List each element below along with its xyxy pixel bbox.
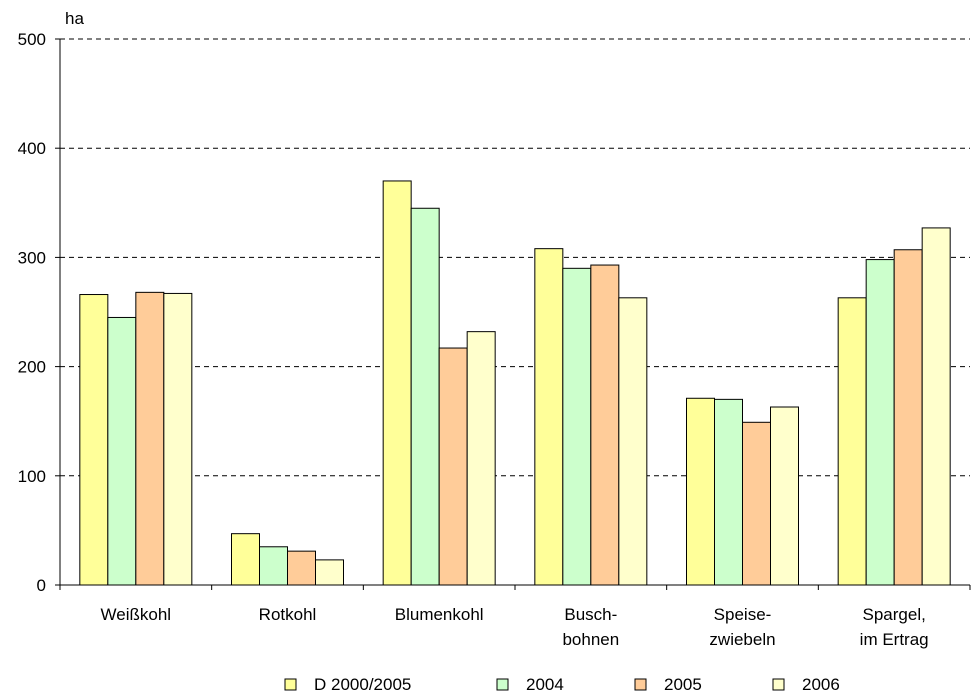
bar [921,227,951,586]
bar [438,347,468,586]
y-tick-label: 200 [18,358,46,377]
bars [79,180,951,586]
axes [59,39,971,590]
bar [231,533,260,586]
legend-label: 2006 [802,675,840,694]
x-category-label: Spargel, [863,605,926,624]
legend-label: D 2000/2005 [314,675,411,694]
bar [135,291,165,586]
bar [837,297,867,586]
bar [163,292,193,586]
bar [410,207,440,586]
y-tick-label: 300 [18,248,46,267]
x-category-label: zwiebeln [709,630,775,649]
bar [287,550,316,586]
bar [865,259,895,586]
legend-swatch [284,678,297,691]
x-category-label: Speise- [714,605,772,624]
bar [466,331,496,586]
bar [534,248,564,586]
y-axis-unit-label: ha [65,9,84,28]
bar [590,264,620,586]
bar [714,398,743,586]
legend-swatch [634,678,647,691]
x-category-label: Rotkohl [259,605,317,624]
legend-label: 2005 [664,675,702,694]
bar [259,546,288,586]
y-tick-label: 0 [37,576,46,595]
y-tick-label: 100 [18,467,46,486]
category-labels: Weißkohl Rotkohl Blumenkohl Busch-bohnen Spe… [101,605,929,649]
bar [79,294,109,586]
x-category-label: im Ertrag [860,630,929,649]
y-tick-label: 500 [18,30,46,49]
gridlines [60,38,970,477]
bar [315,559,344,586]
x-category-label: Blumenkohl [395,605,484,624]
legend-swatch [496,678,509,691]
legend: D 2000/2005 2004 2005 2006 [284,675,840,694]
legend-label: 2004 [526,675,564,694]
y-tick-label: 400 [18,139,46,158]
legend-swatch [772,678,785,691]
bar [893,249,923,586]
bar [618,297,648,586]
bar [686,397,715,586]
bar [742,421,771,586]
bar [770,406,799,586]
bar [382,180,412,586]
y-axis-ticks: 0 100 200 300 400 500 [18,30,60,595]
x-category-label: Weißkohl [101,605,172,624]
bar [562,267,592,586]
bar [107,316,137,586]
x-category-label: Busch- [564,605,617,624]
x-category-label: bohnen [562,630,619,649]
